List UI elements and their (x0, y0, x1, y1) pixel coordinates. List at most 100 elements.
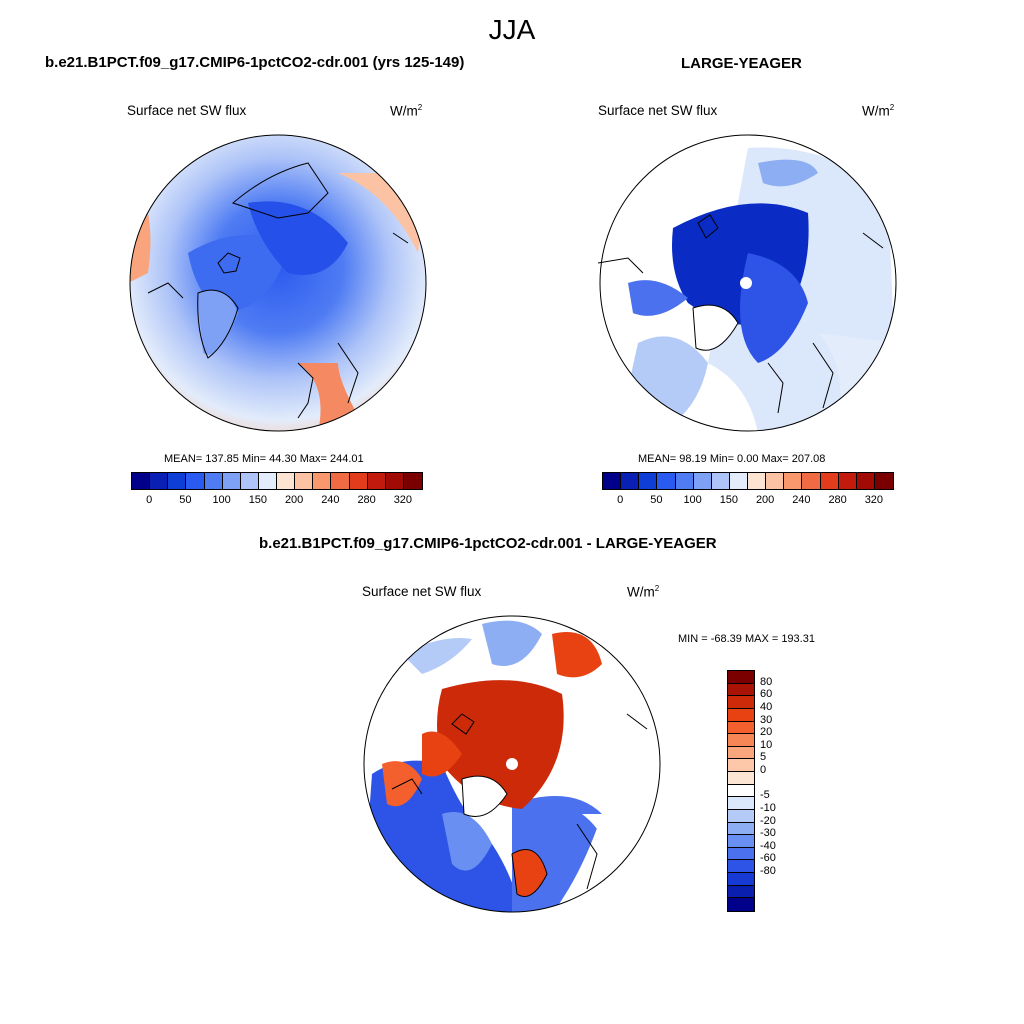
colorbar-swatch (313, 473, 332, 489)
colorbar-swatch (728, 847, 754, 861)
colorbar-swatch (728, 797, 754, 810)
colorbar-swatch (820, 473, 839, 489)
colorbar-swatch (603, 473, 622, 489)
colorbar-swatch (295, 473, 314, 489)
colorbar-swatch (222, 473, 241, 489)
colorbar-label: -5 (760, 789, 770, 802)
colorbar-label: 50 (179, 494, 192, 506)
panel2-map (598, 134, 897, 432)
colorbar-label: 280 (828, 494, 847, 506)
colorbar-label: -30 (760, 827, 776, 840)
colorbar-label: 200 (755, 494, 775, 506)
colorbar-swatch (186, 473, 205, 489)
panel3-units: W/m2 (627, 584, 660, 600)
colorbar-label: 240 (792, 494, 811, 506)
colorbar-swatch (204, 473, 223, 489)
panel3-map (363, 615, 661, 913)
colorbar-label: -10 (760, 801, 776, 814)
colorbar-swatch (728, 696, 754, 709)
colorbar-swatch (856, 473, 875, 489)
colorbar-swatch (728, 683, 754, 697)
colorbar-label: 10 (760, 738, 773, 751)
colorbar-label: 60 (760, 688, 773, 701)
colorbar-label: 200 (284, 494, 304, 506)
colorbar-label: 100 (212, 494, 231, 506)
colorbar-swatch (748, 473, 767, 489)
panel2-variable: Surface net SW flux (598, 103, 718, 118)
season-title: JJA (488, 14, 536, 45)
colorbar-swatch (728, 746, 754, 760)
panel3-variable: Surface net SW flux (362, 584, 482, 599)
panel3-title: b.e21.B1PCT.f09_g17.CMIP6-1pctCO2-cdr.00… (259, 535, 717, 552)
colorbar-label: 280 (357, 494, 376, 506)
colorbar-swatch (675, 473, 694, 489)
panel2-units: W/m2 (862, 103, 895, 119)
colorbar-swatch (728, 772, 754, 785)
colorbar-swatch (168, 473, 187, 489)
colorbar-label: -40 (760, 839, 776, 852)
panel2-colorbar (602, 472, 894, 490)
panel2-title: LARGE-YEAGER (681, 55, 802, 72)
colorbar-label: 80 (760, 675, 773, 688)
panel2-colorbar-labels: 0 50 100 150 200 240 280 320 (602, 494, 892, 508)
panel3-stats: MIN = -68.39 MAX = 193.31 (678, 633, 815, 645)
colorbar-label: 320 (393, 494, 413, 506)
colorbar-swatch (838, 473, 857, 489)
colorbar-swatch (657, 473, 676, 489)
colorbar-swatch (240, 473, 259, 489)
colorbar-label: 5 (760, 751, 767, 764)
colorbar-label: 20 (760, 726, 773, 739)
colorbar-swatch (728, 721, 754, 735)
colorbar-label: -20 (760, 814, 776, 827)
colorbar-swatch (150, 473, 169, 489)
colorbar-swatch (728, 860, 754, 873)
colorbar-swatch (728, 898, 754, 911)
panel2-stats: MEAN= 98.19 Min= 0.00 Max= 207.08 (638, 453, 826, 465)
colorbar-swatch (728, 885, 754, 899)
colorbar-swatch (367, 473, 386, 489)
colorbar-swatch (728, 671, 754, 684)
colorbar-label: 40 (760, 700, 773, 713)
panel3-colorbar-labels: 80 60 40 30 20 10 5 0 -5 -10 -20 -30 -40 -60 -80 (760, 670, 800, 910)
colorbar-swatch (729, 473, 748, 489)
colorbar-swatch (403, 473, 422, 489)
colorbar-swatch (349, 473, 368, 489)
colorbar-swatch (132, 473, 151, 489)
colorbar-swatch (728, 873, 754, 886)
colorbar-swatch (728, 734, 754, 747)
colorbar-swatch (385, 473, 404, 489)
colorbar-label: 100 (683, 494, 702, 506)
colorbar-label: 150 (719, 494, 739, 506)
colorbar-label: 150 (248, 494, 268, 506)
panel1-variable: Surface net SW flux (127, 103, 247, 118)
panel1-stats: MEAN= 137.85 Min= 44.30 Max= 244.01 (164, 453, 364, 465)
colorbar-swatch (728, 759, 754, 772)
panel1-colorbar (131, 472, 423, 490)
colorbar-swatch (693, 473, 712, 489)
colorbar-label: 240 (321, 494, 340, 506)
colorbar-swatch (728, 822, 754, 836)
colorbar-swatch (874, 473, 893, 489)
colorbar-swatch (639, 473, 658, 489)
panel1-colorbar-labels: 0 50 100 150 200 240 280 320 (131, 494, 421, 508)
colorbar-swatch (621, 473, 640, 489)
colorbar-swatch (277, 473, 296, 489)
colorbar-label: -60 (760, 852, 776, 865)
colorbar-label: 0 (617, 494, 624, 506)
colorbar-label: 0 (146, 494, 153, 506)
panel3-colorbar (727, 670, 755, 912)
colorbar-label: 320 (864, 494, 884, 506)
colorbar-label: -80 (760, 865, 776, 878)
colorbar-swatch (766, 473, 785, 489)
colorbar-swatch (802, 473, 821, 489)
colorbar-swatch (728, 835, 754, 848)
colorbar-label: 0 (760, 764, 767, 777)
panel1-title: b.e21.B1PCT.f09_g17.CMIP6-1pctCO2-cdr.00… (45, 54, 465, 71)
colorbar-swatch (728, 784, 754, 798)
colorbar-swatch (728, 809, 754, 823)
colorbar-swatch (258, 473, 277, 489)
colorbar-swatch (784, 473, 803, 489)
colorbar-label: 30 (760, 713, 773, 726)
colorbar-swatch (728, 708, 754, 722)
panel1-map (129, 134, 427, 432)
